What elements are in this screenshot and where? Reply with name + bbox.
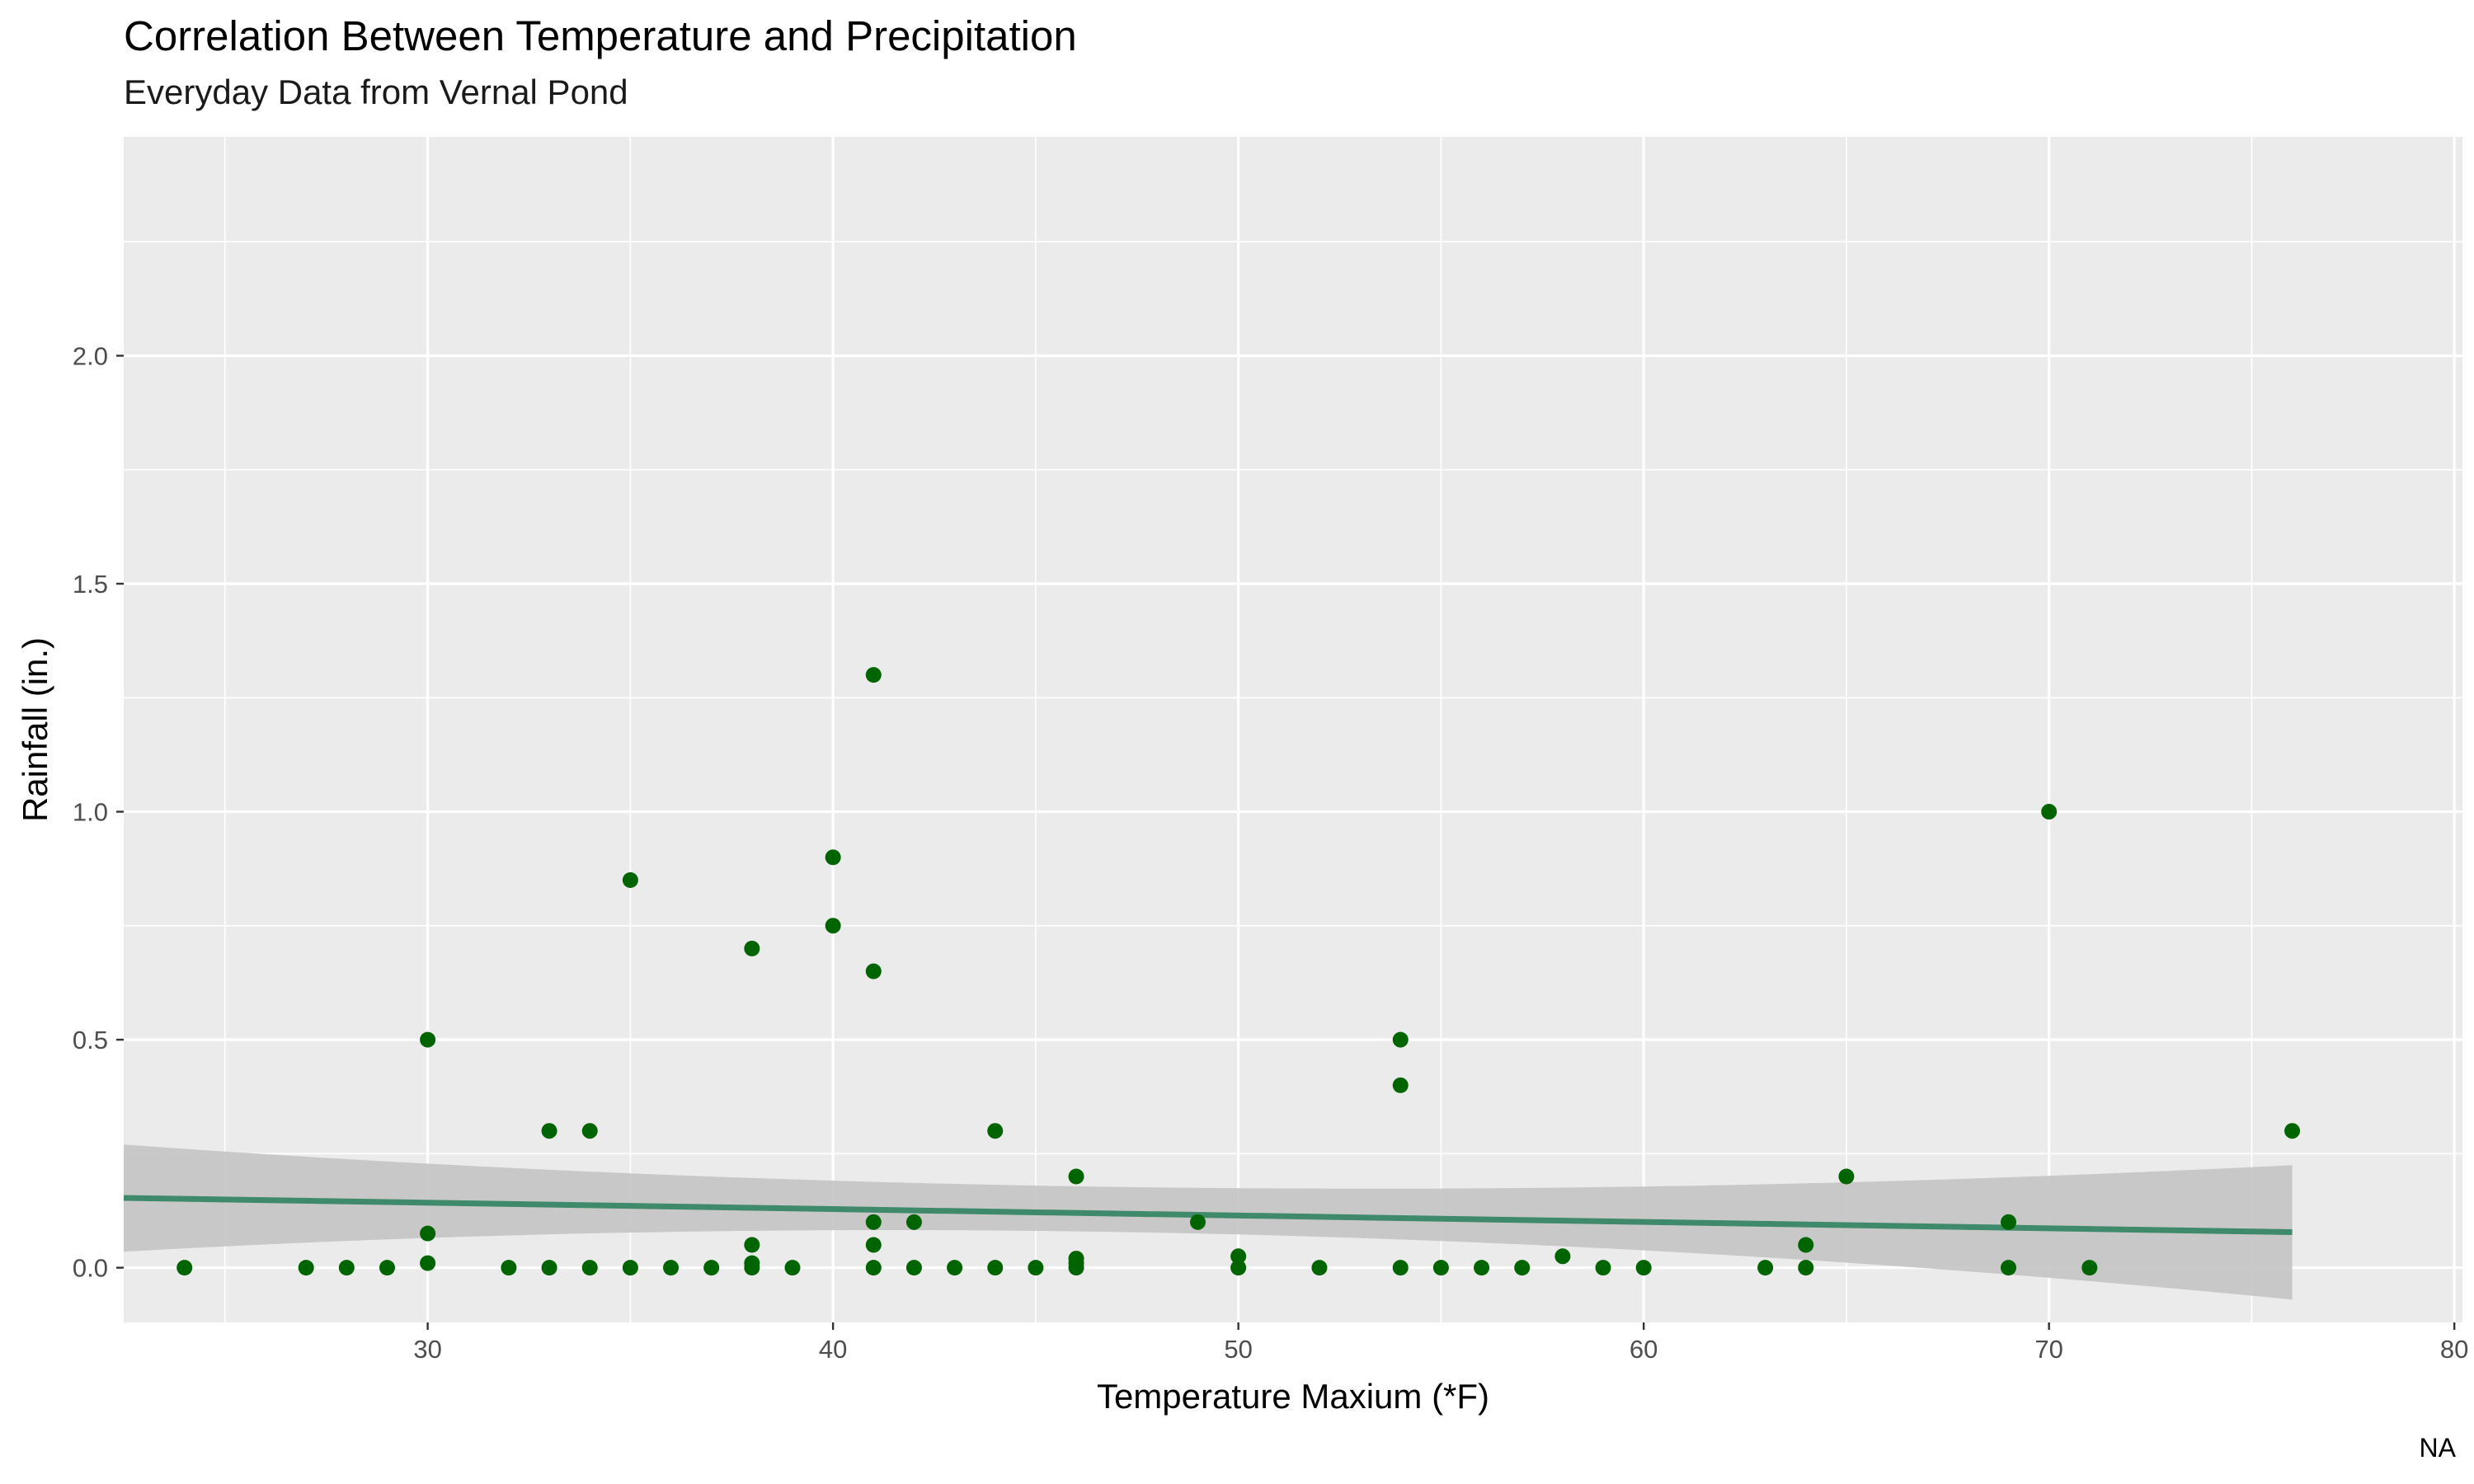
data-point — [1392, 1260, 1409, 1276]
data-point — [905, 1214, 922, 1230]
data-point — [1554, 1248, 1571, 1265]
data-point — [1230, 1248, 1247, 1265]
minor-gridlines — [124, 137, 2462, 1322]
data-point — [1230, 1260, 1247, 1276]
data-point — [865, 1237, 882, 1253]
data-point — [1068, 1168, 1084, 1185]
y-tick-label: 1.5 — [73, 570, 108, 599]
data-point — [1432, 1260, 1449, 1276]
trend-line — [123, 1195, 2293, 1235]
y-tick-label: 0.5 — [73, 1026, 108, 1054]
data-point — [744, 1237, 760, 1253]
data-point — [865, 1214, 882, 1230]
data-point — [2001, 1260, 2017, 1276]
data-point — [663, 1260, 680, 1276]
data-point — [865, 1260, 882, 1276]
y-tick-label: 2.0 — [73, 341, 108, 370]
data-point — [1311, 1260, 1328, 1276]
y-tick-label: 0.0 — [73, 1254, 108, 1283]
data-point — [1798, 1237, 1814, 1253]
y-axis: 0.0 0.5 1.0 1.5 2.0 — [73, 341, 124, 1283]
data-point — [338, 1260, 355, 1276]
data-point — [1595, 1260, 1611, 1276]
data-point — [541, 1260, 557, 1276]
x-tick-label: 60 — [1630, 1335, 1658, 1364]
data-point — [541, 1123, 557, 1139]
data-point — [987, 1260, 1004, 1276]
data-point — [420, 1031, 436, 1048]
chart-caption: NA — [2419, 1433, 2456, 1463]
x-tick-label: 50 — [1224, 1335, 1252, 1364]
data-point — [1392, 1077, 1409, 1093]
x-axis-title: Temperature Maxium (*F) — [1097, 1377, 1489, 1416]
data-point — [2284, 1123, 2301, 1139]
data-point — [1514, 1260, 1531, 1276]
chart-title: Correlation Between Temperature and Prec… — [124, 12, 1077, 59]
data-point — [2001, 1214, 2017, 1230]
data-point — [947, 1260, 963, 1276]
data-point — [420, 1255, 436, 1271]
data-point — [581, 1123, 598, 1139]
x-tick-label: 70 — [2034, 1335, 2062, 1364]
data-point — [703, 1260, 720, 1276]
data-point — [1068, 1260, 1084, 1276]
data-point — [1757, 1260, 1774, 1276]
data-point — [987, 1123, 1004, 1139]
y-axis-title: Rainfall (in.) — [16, 637, 54, 822]
data-point — [501, 1260, 517, 1276]
data-point — [1028, 1260, 1044, 1276]
x-tick-label: 40 — [819, 1335, 847, 1364]
data-point — [1392, 1031, 1409, 1048]
x-tick-label: 80 — [2440, 1335, 2468, 1364]
data-point — [744, 940, 760, 956]
confidence-band — [124, 1144, 2293, 1300]
data-point — [1798, 1260, 1814, 1276]
x-axis: 30 40 50 60 70 80 — [413, 1322, 2468, 1364]
data-point — [622, 1260, 638, 1276]
data-point — [379, 1260, 395, 1276]
data-point — [298, 1260, 314, 1276]
data-point — [176, 1260, 193, 1276]
y-tick-label: 1.0 — [73, 798, 108, 827]
data-point — [1474, 1260, 1490, 1276]
data-point — [1838, 1168, 1855, 1185]
data-point — [744, 1260, 760, 1276]
data-point — [784, 1260, 801, 1276]
data-point — [1189, 1214, 1206, 1230]
data-point — [1635, 1260, 1652, 1276]
data-point — [420, 1225, 436, 1242]
data-point — [2081, 1260, 2098, 1276]
x-tick-label: 30 — [413, 1335, 441, 1364]
data-point — [825, 849, 841, 866]
data-point — [581, 1260, 598, 1276]
data-point — [825, 918, 841, 934]
plot-panel — [124, 137, 2462, 1322]
data-point — [905, 1260, 922, 1276]
data-point — [622, 872, 638, 889]
data-point — [865, 963, 882, 979]
data-point — [2041, 804, 2058, 820]
chart-subtitle: Everyday Data from Vernal Pond — [124, 73, 628, 111]
data-points — [176, 667, 2301, 1276]
data-point — [865, 667, 882, 683]
